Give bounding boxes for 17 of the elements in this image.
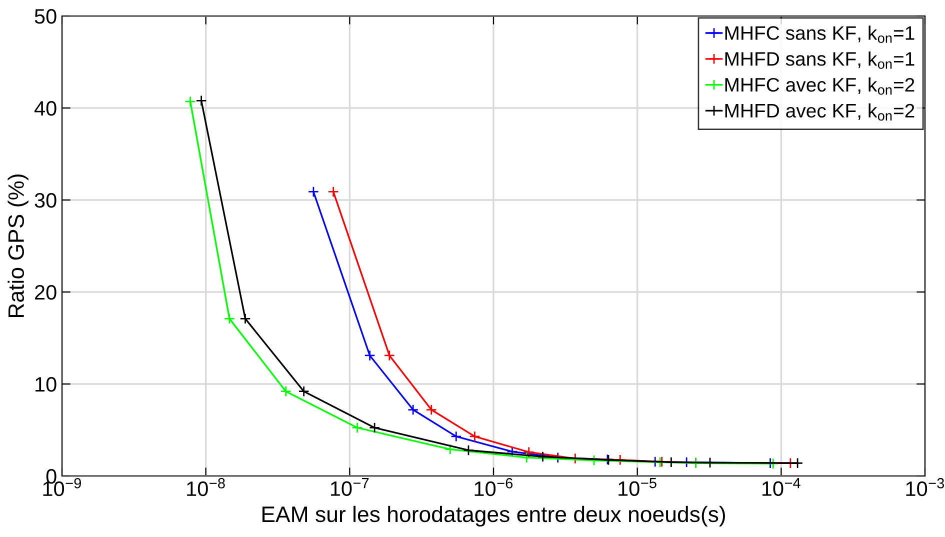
- legend-label: MHFD avec KF, k$_{on}$=2: [725, 103, 914, 121]
- legend-label: MHFC sans KF, k$_{on}$=1: [725, 26, 914, 43]
- x-tick-label: 10$^{−5}$: [618, 478, 656, 496]
- x-axis-title: EAM sur les horodatages entre deux noeuds(s): [262, 506, 725, 527]
- legend-label: MHFC avec KF, k$_{on}$=2: [725, 77, 914, 95]
- y-tick-label: 40: [34, 101, 56, 116]
- y-tick-label: 10: [36, 377, 56, 392]
- x-tick-label: 10$^{−3}$: [906, 478, 944, 496]
- y-tick-label: 20: [35, 285, 56, 300]
- x-tick-label: 10$^{−6}$: [474, 478, 513, 496]
- y-tick-label: 50: [34, 9, 56, 24]
- y-tick-label: 30: [34, 193, 56, 208]
- x-tick-label: 10$^{−7}$: [330, 478, 369, 496]
- legend-label: MHFD sans KF, k$_{on}$=1: [725, 52, 914, 69]
- x-tick-label: 10$^{−4}$: [762, 478, 800, 496]
- x-tick-label: 10$^{−8}$: [187, 478, 225, 496]
- y-axis-title: Ratio GPS (%): [8, 174, 28, 318]
